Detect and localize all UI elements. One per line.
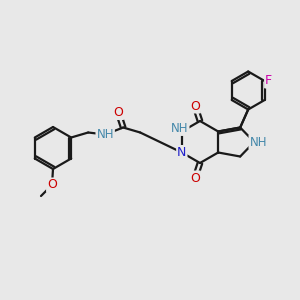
Text: NH: NH [96,128,114,141]
Text: O: O [113,106,123,119]
Text: F: F [265,74,272,88]
Text: O: O [47,178,57,191]
Text: N: N [177,146,187,159]
Text: NH: NH [249,136,267,148]
Text: NH: NH [171,122,189,135]
Text: O: O [190,100,200,112]
Text: O: O [190,172,200,184]
